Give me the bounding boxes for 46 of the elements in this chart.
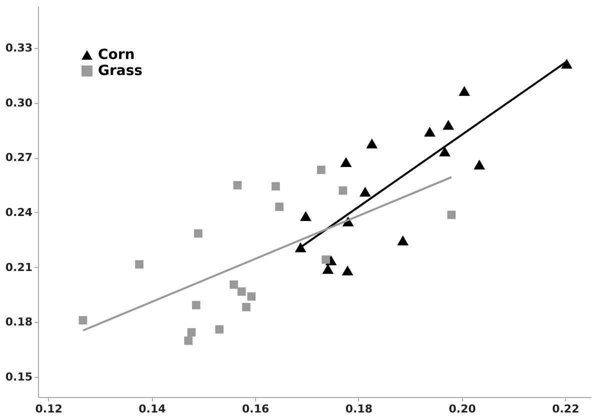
y-tick-label: 0.15 — [5, 370, 32, 384]
point — [397, 235, 409, 246]
point — [439, 146, 450, 156]
legend-label: Grass — [98, 63, 143, 79]
point — [237, 287, 246, 296]
y-tick-label: 0.24 — [5, 206, 33, 219]
x-tick-label: 0.14 — [138, 402, 166, 416]
point — [192, 300, 200, 310]
point — [322, 255, 330, 264]
x-tick-label: 0.22 — [552, 402, 580, 416]
point — [187, 328, 196, 337]
x-tick-label: 0.12 — [35, 402, 62, 416]
point — [194, 229, 202, 238]
y-tick-label: 0.21 — [5, 260, 32, 274]
x-tick-label: 0.16 — [242, 402, 270, 416]
point — [135, 260, 144, 269]
point — [294, 242, 306, 252]
legend-label: Corn — [98, 47, 135, 63]
y-tick-label: 0.33 — [5, 42, 32, 55]
point — [275, 202, 284, 211]
point — [233, 181, 242, 190]
point — [342, 265, 354, 276]
point — [366, 138, 378, 148]
point — [230, 280, 238, 289]
point — [458, 86, 470, 96]
point — [78, 316, 88, 324]
x-tick-label: 0.20 — [448, 402, 476, 416]
point — [322, 264, 334, 274]
point — [338, 186, 348, 195]
y-tick-label: 0.30 — [5, 96, 33, 110]
point — [184, 336, 193, 345]
point — [447, 210, 456, 220]
point — [474, 160, 486, 170]
point — [317, 166, 326, 174]
point — [242, 302, 250, 312]
y-tick-label: 0.18 — [5, 316, 32, 329]
point — [442, 120, 454, 130]
x-tick-label: 0.18 — [345, 402, 372, 416]
point — [359, 186, 371, 197]
point — [272, 182, 280, 191]
point — [340, 157, 352, 167]
y-tick-label: 0.27 — [5, 151, 32, 164]
point — [300, 211, 312, 222]
point — [424, 126, 436, 137]
point — [247, 292, 256, 301]
point — [215, 325, 224, 334]
